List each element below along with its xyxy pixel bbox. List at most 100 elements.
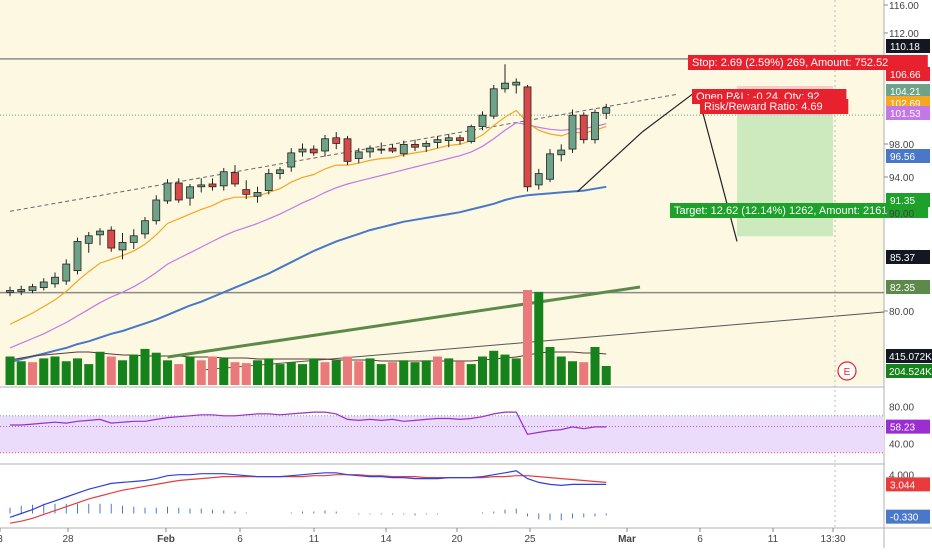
price-label: 102.69 [890, 99, 921, 110]
volume-bar [241, 363, 251, 385]
price-label: 96.56 [890, 152, 915, 163]
candle-body [321, 138, 329, 152]
candle-body [388, 147, 397, 152]
time-axis-label: 6 [697, 534, 703, 545]
candle-body [51, 276, 59, 285]
volume-bar [568, 361, 577, 385]
macd-signal-value-bg [886, 509, 930, 524]
candle-body [298, 148, 307, 153]
volume-bar [545, 347, 555, 385]
volume-bar [601, 366, 611, 385]
candle-body [186, 186, 194, 199]
volume-bar [298, 364, 307, 385]
rsi-value-label: 58.23 [890, 423, 915, 434]
candle-body [467, 126, 476, 142]
macd-signal-value-label: -0.330 [890, 513, 919, 524]
target-label: Target: 12.62 (12.14%) 1262, Amount: 216… [670, 203, 929, 218]
candle-body [17, 289, 26, 292]
stop-label-text: Stop: 2.69 (2.59%) 269, Amount: 752.52 [692, 57, 888, 69]
ema-orange-line [9, 109, 607, 325]
volume-bar [376, 364, 386, 385]
price-tick-label: 80.00 [889, 307, 914, 318]
candle-body [287, 152, 296, 168]
volume-bar [73, 358, 82, 385]
candle-body [107, 229, 116, 249]
risk-reward-label-bg [700, 99, 849, 114]
candle-body [546, 153, 554, 180]
candle-body [433, 139, 442, 143]
volume-bar [95, 351, 105, 385]
price-label: 85.37 [890, 253, 915, 264]
rsi-band [0, 415, 884, 453]
price-label-bg [886, 149, 930, 163]
volume-bar [455, 361, 465, 385]
volume-bar [230, 362, 240, 385]
rsi-value-bg [886, 419, 930, 434]
volume-label: 415.072K [889, 352, 932, 363]
rising-support-line [577, 131, 643, 192]
price-label: 106.66 [890, 70, 921, 81]
price-label-bg [886, 84, 930, 98]
candle-body [264, 173, 273, 191]
earnings-marker-icon [837, 361, 857, 381]
volume-bar [140, 348, 150, 385]
macd-tick-label: 4.000 [889, 471, 914, 482]
candle-body [579, 114, 588, 141]
volume-bar [343, 356, 352, 385]
time-axis-label: 20 [451, 534, 463, 545]
candle-body [591, 111, 599, 141]
candle-body [422, 143, 431, 147]
candle-body [141, 220, 149, 235]
price-label-bg [886, 67, 930, 81]
candle-body [332, 137, 341, 144]
candle-body [399, 143, 408, 155]
time-axis-label: 14 [380, 534, 392, 545]
volume-bar [421, 360, 431, 385]
volume-bar [39, 358, 49, 385]
volume-label-bg [886, 364, 932, 378]
volume-label-bg [886, 349, 932, 363]
volume-bar [478, 356, 487, 385]
candle-body [343, 138, 352, 162]
volume-bar [590, 347, 600, 385]
volume-bar [253, 360, 262, 385]
volume-bar [331, 360, 341, 385]
candle-body [444, 137, 453, 142]
volume-bar [511, 358, 521, 385]
volume-bar [174, 364, 184, 385]
candle-body [602, 107, 611, 114]
candle-body [197, 184, 206, 188]
volume-bar [61, 361, 71, 385]
stop-label-bg [688, 55, 928, 70]
volume-bar [118, 360, 127, 385]
candle-body [253, 192, 262, 197]
time-axis-label: 6 [237, 534, 243, 545]
candle-body [73, 241, 82, 272]
volume-bar [275, 364, 285, 385]
candle-body [523, 86, 532, 188]
candle-body [163, 182, 172, 202]
candle-body [6, 290, 14, 293]
macd-line [9, 470, 607, 518]
candle-body [366, 147, 374, 153]
volume-bar [28, 362, 37, 385]
candle-body [174, 182, 183, 201]
risk-reward-label-text: Risk/Reward Ratio: 4.69 [704, 101, 823, 113]
volume-bar [264, 358, 274, 385]
time-axis-label: 3 [0, 534, 3, 545]
volume-bar [365, 358, 375, 385]
target-zone [737, 116, 833, 237]
macd-signal-line [9, 474, 607, 524]
volume-bar [286, 362, 296, 385]
volume-bar [523, 290, 532, 385]
volume-bar [556, 356, 566, 385]
price-tick-label: 98.00 [889, 140, 914, 151]
volume-bar [163, 360, 172, 385]
candle-body [568, 114, 577, 150]
candle-body [478, 114, 487, 127]
volume-bar [129, 354, 139, 385]
volume-bar [185, 356, 195, 385]
dashed-trendline [9, 93, 677, 212]
